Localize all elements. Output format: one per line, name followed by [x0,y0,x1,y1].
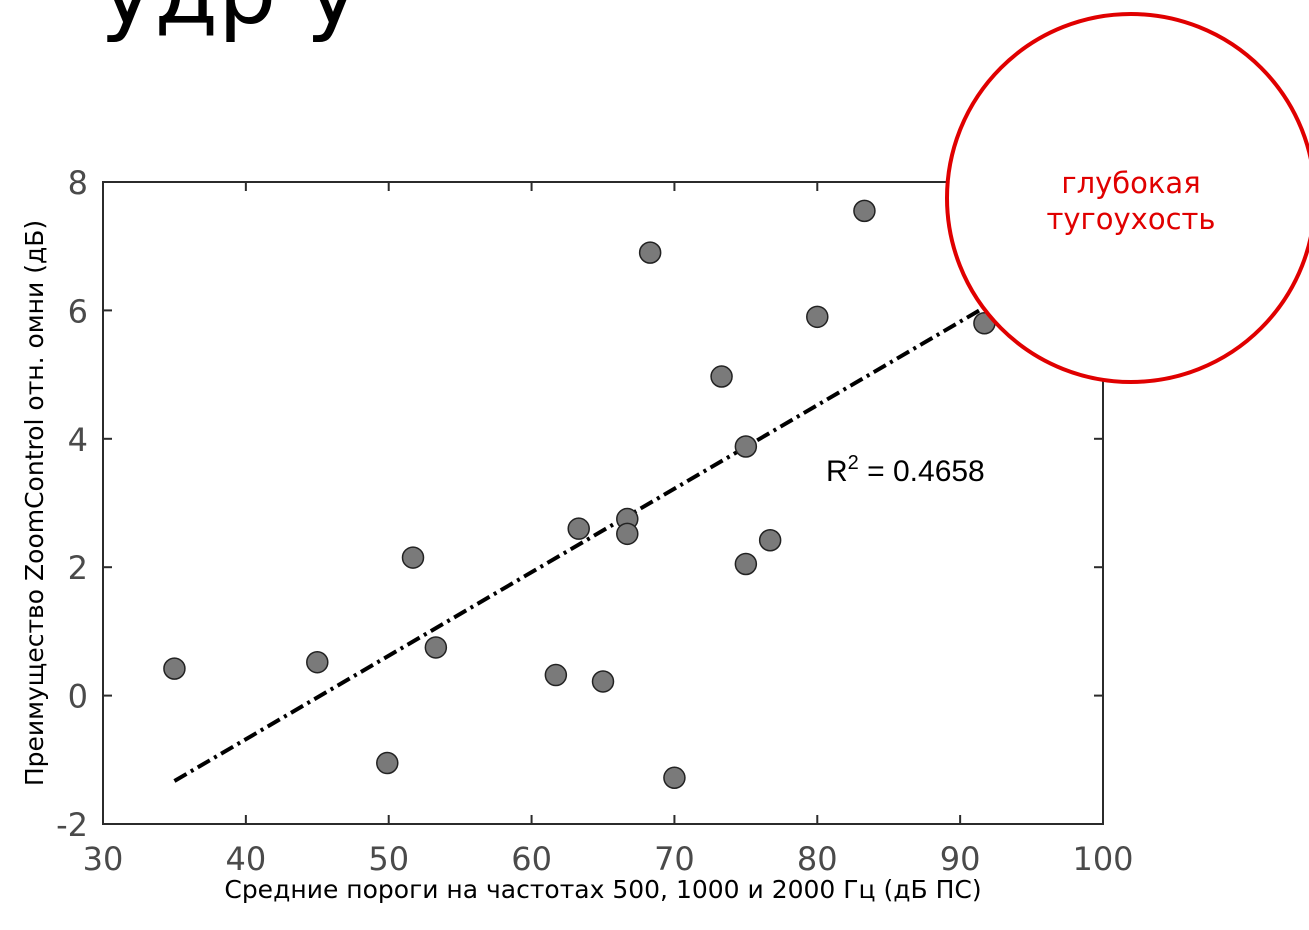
data-point [591,670,615,693]
slide-title-fragment: удр у [100,0,1100,48]
r2-superscript: 2 [848,452,859,474]
y-tick-label: 4 [68,421,88,459]
trendline [173,307,983,783]
data-point [163,657,186,680]
callout-line-2: тугоухость [1046,202,1215,236]
y-tick-label: 8 [68,164,88,202]
r2-value: = 0.4658 [859,455,985,488]
x-tick-label: 80 [797,840,838,878]
data-point [806,305,829,329]
x-tick-label: 90 [940,840,981,878]
data-point [734,552,758,576]
x-axis-label: Средние пороги на частотах 500, 1000 и 2… [224,875,981,904]
data-point [567,517,590,540]
data-point [758,528,782,552]
x-ticks: 30 40 50 60 70 80 90 100 [83,182,1134,878]
data-point [710,365,733,388]
x-tick-label: 60 [511,840,552,878]
x-tick-label: 40 [225,840,266,878]
data-point [853,199,876,223]
callout-circle [945,12,1309,384]
data-point [424,636,448,659]
r2-symbol: R [826,455,848,488]
y-tick-label: 0 [68,678,88,716]
y-tick-label: -2 [56,806,88,844]
y-tick-label: 2 [68,549,88,587]
r2-annotation: R2 = 0.4658 [826,452,985,488]
plot-area [102,181,1104,825]
x-tick-label: 30 [83,840,124,878]
callout-line-1: глубокая [1061,166,1200,200]
data-point [616,522,639,546]
y-axis-label: Преимущество ZoomControl отн. омни (дБ) [20,220,49,786]
data-point [544,663,568,687]
data-point [638,241,662,264]
x-tick-label: 70 [654,840,695,878]
data-point [376,751,399,775]
x-tick-label: 50 [368,840,409,878]
y-tick-label: 6 [68,292,88,330]
data-point [401,546,425,569]
data-point [734,435,758,458]
data-point [663,766,686,790]
data-point [306,650,329,674]
x-tick-label: 100 [1072,840,1133,878]
